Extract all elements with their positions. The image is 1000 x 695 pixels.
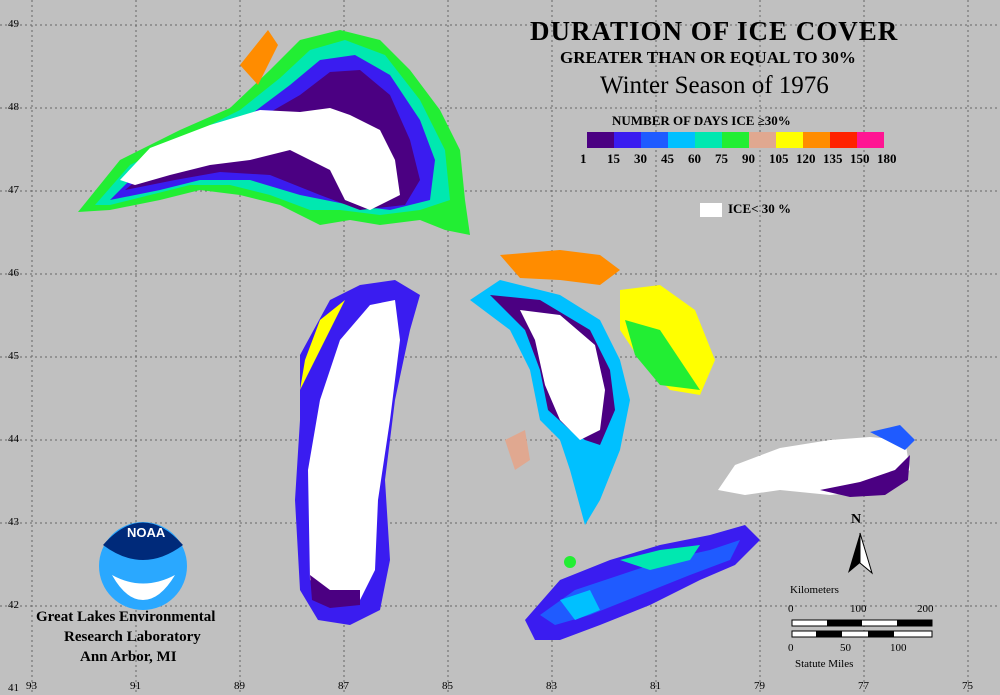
scale-mi-label: Statute Miles bbox=[795, 658, 854, 670]
legend-swatch bbox=[695, 132, 722, 148]
legend-tick-label: 75 bbox=[715, 151, 728, 166]
lake-st-clair bbox=[564, 556, 576, 568]
latitude-label: 43 bbox=[8, 516, 19, 528]
latitude-label: 46 bbox=[8, 267, 19, 279]
legend-tick-label: 105 bbox=[769, 151, 789, 166]
longitude-label: 79 bbox=[754, 680, 765, 692]
legend-color-bar bbox=[587, 132, 884, 148]
map-subtitle: GREATER THAN OR EQUAL TO 30% bbox=[560, 48, 856, 67]
legend-tick-label: 90 bbox=[742, 151, 755, 166]
latitude-label: 42 bbox=[8, 599, 19, 611]
legend-tick-label: 15 bbox=[607, 151, 620, 166]
scale-mi-tick-0: 0 bbox=[788, 642, 794, 654]
legend-tick-label: 1 bbox=[580, 151, 587, 166]
ice-less-30-label: ICE< 30 % bbox=[728, 201, 792, 216]
map-title: DURATION OF ICE COVER bbox=[530, 16, 899, 46]
org-line2: Research Laboratory bbox=[64, 629, 201, 645]
legend-swatch bbox=[587, 132, 614, 148]
lake-huron bbox=[470, 250, 715, 525]
scale-km-label: Kilometers bbox=[790, 584, 839, 596]
latitude-label: 44 bbox=[8, 433, 19, 445]
legend-swatch bbox=[830, 132, 857, 148]
longitude-label: 77 bbox=[858, 680, 869, 692]
legend-swatch bbox=[776, 132, 803, 148]
longitude-label: 85 bbox=[442, 680, 453, 692]
longitude-label: 93 bbox=[26, 680, 37, 692]
ice-less-30-swatch bbox=[700, 203, 722, 217]
legend-tick-label: 60 bbox=[688, 151, 701, 166]
lake-superior bbox=[78, 30, 470, 235]
north-label: N bbox=[851, 512, 862, 527]
legend-swatch bbox=[722, 132, 749, 148]
legend-swatch bbox=[803, 132, 830, 148]
lake-erie bbox=[525, 525, 760, 640]
longitude-label: 81 bbox=[650, 680, 661, 692]
north-arrow-icon bbox=[848, 532, 873, 575]
legend-swatch bbox=[857, 132, 884, 148]
scale-km-tick-0: 0 bbox=[788, 603, 794, 615]
legend-swatch bbox=[749, 132, 776, 148]
legend-tick-label: 150 bbox=[850, 151, 870, 166]
longitude-label: 91 bbox=[130, 680, 141, 692]
legend-tick-label: 120 bbox=[796, 151, 816, 166]
scale-km-tick-2: 200 bbox=[917, 603, 934, 615]
org-line3: Ann Arbor, MI bbox=[80, 649, 177, 665]
scale-mi-tick-1: 50 bbox=[840, 642, 851, 654]
latitude-label: 47 bbox=[8, 184, 19, 196]
longitude-label: 83 bbox=[546, 680, 557, 692]
legend-tick-label: 45 bbox=[661, 151, 674, 166]
legend-swatch bbox=[641, 132, 668, 148]
longitude-label: 75 bbox=[962, 680, 973, 692]
legend-tick-label: 30 bbox=[634, 151, 647, 166]
scale-km-tick-1: 100 bbox=[850, 603, 867, 615]
scale-bars bbox=[791, 619, 933, 638]
longitude-label: 87 bbox=[338, 680, 349, 692]
lake-michigan bbox=[295, 280, 420, 625]
legend-tick-label: 180 bbox=[877, 151, 897, 166]
season-label: Winter Season of 1976 bbox=[600, 72, 829, 99]
noaa-logo bbox=[99, 522, 187, 610]
legend-swatch bbox=[614, 132, 641, 148]
latitude-label: 41 bbox=[8, 682, 19, 694]
legend-title: NUMBER OF DAYS ICE ≥30% bbox=[612, 113, 791, 128]
lake-ontario bbox=[718, 425, 915, 497]
legend-swatch bbox=[668, 132, 695, 148]
latitude-label: 48 bbox=[8, 101, 19, 113]
scale-mi-tick-2: 100 bbox=[890, 642, 907, 654]
legend-ticks: 1 15 30 45 60 75 90 105 120 135 150 180 bbox=[580, 151, 940, 167]
org-line1: Great Lakes Environmental bbox=[36, 609, 216, 625]
legend-tick-label: 135 bbox=[823, 151, 843, 166]
noaa-logo-text: NOAA bbox=[127, 525, 166, 540]
latitude-label: 49 bbox=[8, 18, 19, 30]
longitude-label: 89 bbox=[234, 680, 245, 692]
latitude-label: 45 bbox=[8, 350, 19, 362]
